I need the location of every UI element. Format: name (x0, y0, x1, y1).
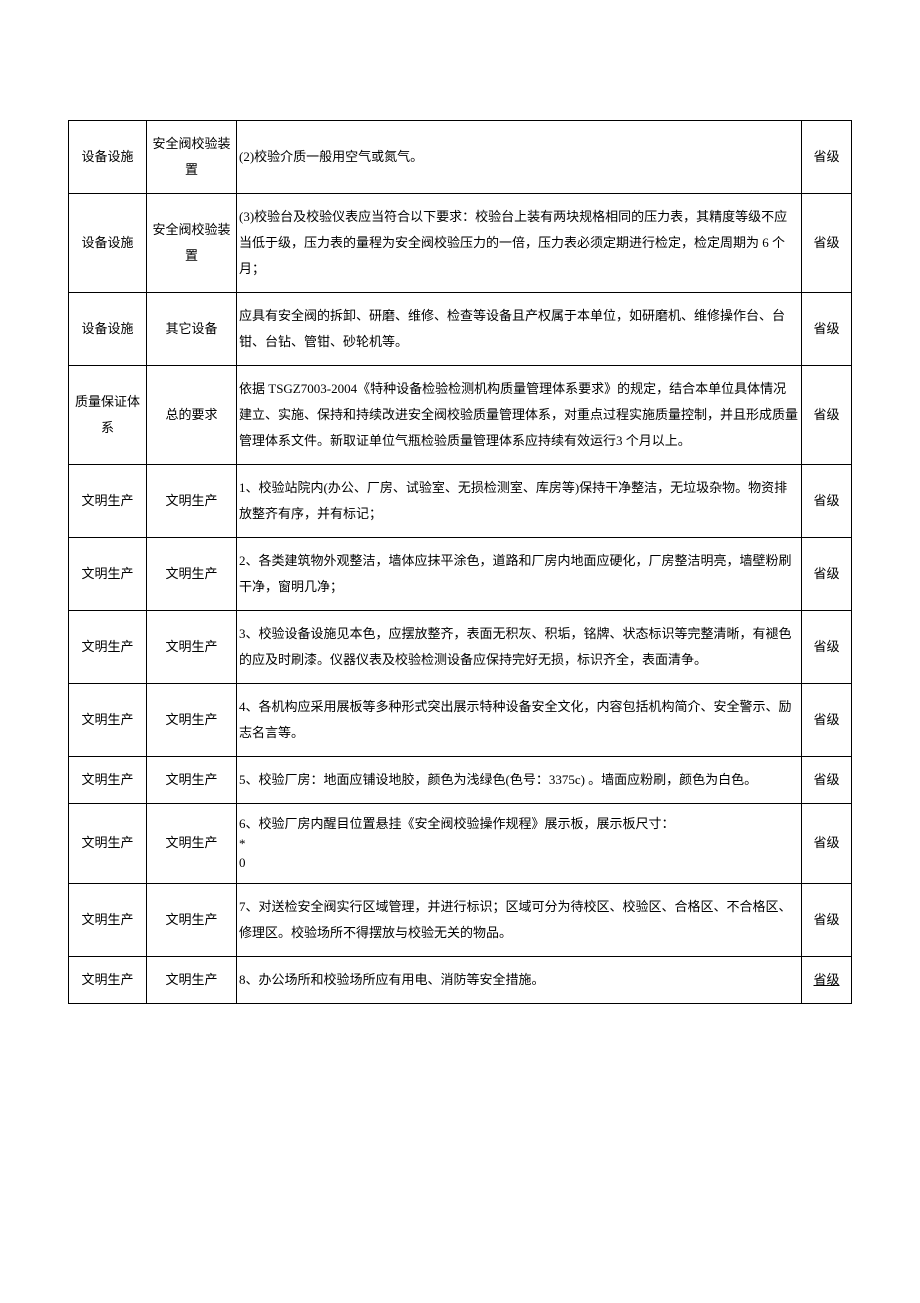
cell-category: 文明生产 (69, 757, 147, 804)
cell-subcategory: 文明生产 (147, 538, 237, 611)
table-row: 设备设施 其它设备 应具有安全阀的拆卸、研磨、维修、检查等设备且产权属于本单位，… (69, 293, 852, 366)
cell-content: 3、校验设备设施见本色，应摆放整齐，表面无积灰、积垢，铭牌、状态标识等完整清晰，… (237, 611, 802, 684)
cell-category: 质量保证体系 (69, 366, 147, 465)
table-row: 设备设施 安全阀校验装置 (3)校验台及校验仪表应当符合以下要求：校验台上装有两… (69, 194, 852, 293)
cell-category: 文明生产 (69, 883, 147, 956)
cell-content: 8、办公场所和校验场所应有用电、消防等安全措施。 (237, 956, 802, 1003)
cell-level: 省级 (802, 684, 852, 757)
table-row: 文明生产 文明生产 1、校验站院内(办公、厂房、试验室、无损检测室、库房等)保持… (69, 465, 852, 538)
table-row: 质量保证体系 总的要求 依据 TSGZ7003-2004《特种设备检验检测机构质… (69, 366, 852, 465)
cell-category: 文明生产 (69, 804, 147, 884)
cell-level: 省级 (802, 121, 852, 194)
cell-category: 文明生产 (69, 465, 147, 538)
cell-content: 4、各机构应采用展板等多种形式突出展示特种设备安全文化，内容包括机构简介、安全警… (237, 684, 802, 757)
cell-level: 省级 (802, 538, 852, 611)
cell-content: 应具有安全阀的拆卸、研磨、维修、检查等设备且产权属于本单位，如研磨机、维修操作台… (237, 293, 802, 366)
cell-category: 文明生产 (69, 956, 147, 1003)
cell-category: 文明生产 (69, 684, 147, 757)
cell-subcategory: 文明生产 (147, 804, 237, 884)
cell-level: 省级 (802, 883, 852, 956)
cell-category: 设备设施 (69, 194, 147, 293)
document-table: 设备设施 安全阀校验装置 (2)校验介质一般用空气或氮气。 省级 设备设施 安全… (68, 120, 852, 1004)
cell-subcategory: 文明生产 (147, 956, 237, 1003)
cell-content: 2、各类建筑物外观整洁，墙体应抹平涂色，道路和厂房内地面应硬化，厂房整洁明亮，墙… (237, 538, 802, 611)
cell-category: 文明生产 (69, 611, 147, 684)
cell-content: (3)校验台及校验仪表应当符合以下要求：校验台上装有两块规格相同的压力表，其精度… (237, 194, 802, 293)
cell-subcategory: 文明生产 (147, 883, 237, 956)
cell-content: 依据 TSGZ7003-2004《特种设备检验检测机构质量管理体系要求》的规定，… (237, 366, 802, 465)
table-row: 文明生产 文明生产 6、校验厂房内醒目位置悬挂《安全阀校验操作规程》展示板，展示… (69, 804, 852, 884)
table-row: 文明生产 文明生产 3、校验设备设施见本色，应摆放整齐，表面无积灰、积垢，铭牌、… (69, 611, 852, 684)
table-body: 设备设施 安全阀校验装置 (2)校验介质一般用空气或氮气。 省级 设备设施 安全… (69, 121, 852, 1004)
cell-subcategory: 文明生产 (147, 684, 237, 757)
cell-category: 设备设施 (69, 121, 147, 194)
cell-subcategory: 文明生产 (147, 465, 237, 538)
table-row: 文明生产 文明生产 2、各类建筑物外观整洁，墙体应抹平涂色，道路和厂房内地面应硬… (69, 538, 852, 611)
cell-subcategory: 其它设备 (147, 293, 237, 366)
cell-subcategory: 文明生产 (147, 611, 237, 684)
cell-content: 7、对送检安全阀实行区域管理，并进行标识；区域可分为待校区、校验区、合格区、不合… (237, 883, 802, 956)
cell-level: 省级 (802, 194, 852, 293)
cell-content: 5、校验厂房：地面应铺设地胶，颜色为浅绿色(色号：3375c) 。墙面应粉刷，颜… (237, 757, 802, 804)
cell-level: 省级 (802, 293, 852, 366)
cell-content: 6、校验厂房内醒目位置悬挂《安全阀校验操作规程》展示板，展示板尺寸： * 0 (237, 804, 802, 884)
cell-content: 1、校验站院内(办公、厂房、试验室、无损检测室、库房等)保持干净整洁，无垃圾杂物… (237, 465, 802, 538)
cell-subcategory: 安全阀校验装置 (147, 121, 237, 194)
cell-subcategory: 总的要求 (147, 366, 237, 465)
cell-level: 省级 (802, 757, 852, 804)
cell-level: 省级 (802, 366, 852, 465)
cell-content: (2)校验介质一般用空气或氮气。 (237, 121, 802, 194)
cell-level: 省级 (802, 611, 852, 684)
table-row: 文明生产 文明生产 4、各机构应采用展板等多种形式突出展示特种设备安全文化，内容… (69, 684, 852, 757)
cell-subcategory: 安全阀校验装置 (147, 194, 237, 293)
cell-level: 省级 (802, 465, 852, 538)
cell-subcategory: 文明生产 (147, 757, 237, 804)
cell-level: 省级 (802, 956, 852, 1003)
table-row: 文明生产 文明生产 8、办公场所和校验场所应有用电、消防等安全措施。 省级 (69, 956, 852, 1003)
table-row: 设备设施 安全阀校验装置 (2)校验介质一般用空气或氮气。 省级 (69, 121, 852, 194)
cell-level: 省级 (802, 804, 852, 884)
table-row: 文明生产 文明生产 7、对送检安全阀实行区域管理，并进行标识；区域可分为待校区、… (69, 883, 852, 956)
cell-category: 文明生产 (69, 538, 147, 611)
table-row: 文明生产 文明生产 5、校验厂房：地面应铺设地胶，颜色为浅绿色(色号：3375c… (69, 757, 852, 804)
cell-category: 设备设施 (69, 293, 147, 366)
